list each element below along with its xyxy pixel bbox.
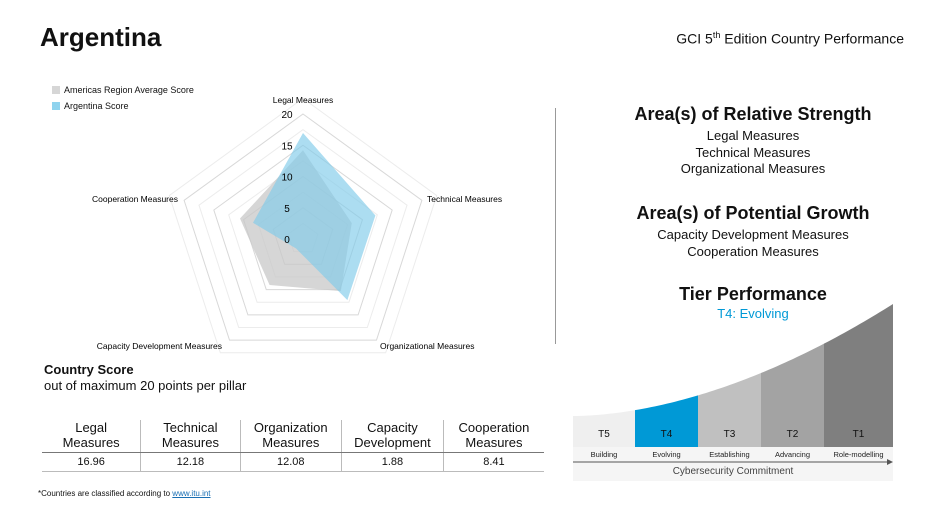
- score-cell: 12.08: [240, 452, 343, 472]
- legend-item-argentina: Argentina Score: [52, 101, 129, 111]
- column-header: Legal Measures: [42, 420, 142, 453]
- grid-ring: [183, 113, 423, 341]
- radial-tick-label: 10: [281, 173, 293, 184]
- growth-list: Capacity Development Measures Cooperatio…: [600, 227, 906, 260]
- axis-label: Organizational Measures: [380, 341, 475, 351]
- strength-item: Legal Measures: [706, 128, 800, 143]
- tier-code: T5: [598, 429, 610, 440]
- grid-ring: [168, 97, 438, 354]
- radial-tick-label: 15: [281, 141, 293, 152]
- tier-label: Building: [591, 450, 618, 459]
- subtitle-sup: th: [712, 30, 721, 40]
- axis-label: Cybersecurity Commitment: [673, 466, 794, 477]
- tier-label: Establishing: [709, 450, 749, 459]
- itu-link[interactable]: www.itu.int: [172, 489, 211, 498]
- column-header: Cooperation Measures: [443, 420, 544, 453]
- page-title: Argentina: [40, 22, 162, 52]
- grid-ring: [213, 144, 393, 316]
- radial-tick-label: 5: [284, 204, 290, 215]
- subtitle-text: GCI 5: [676, 30, 713, 47]
- axis-label: Cooperation Measures: [92, 194, 178, 204]
- strength-title: Area(s) of Relative Strength: [634, 104, 872, 124]
- tier-code: T2: [787, 429, 799, 440]
- radial-tick-label: 20: [281, 110, 293, 121]
- tier-bar-t3: [698, 373, 761, 447]
- strength-list: Legal Measures Technical Measures Organi…: [600, 128, 906, 178]
- score-cell: 16.96: [42, 452, 142, 472]
- score-table: Legal Measures Technical Measures Organiza…: [42, 420, 544, 472]
- score-subtitle: out of maximum 20 points per pillar: [44, 378, 247, 393]
- axis-label: Technical Measures: [427, 194, 502, 204]
- subtitle-text-2: Edition Country Performance: [720, 30, 904, 47]
- growth-item: Cooperation Measures: [687, 243, 819, 259]
- radial-tick-label: 0: [284, 235, 290, 246]
- growth-item: Capacity Development Measures: [657, 227, 849, 242]
- footer-note: *Countries are classified according to w…: [38, 489, 211, 498]
- strength-item: Organizational Measures: [680, 161, 826, 176]
- score-cell: 1.88: [341, 452, 444, 472]
- tier-code: T1: [853, 429, 865, 440]
- tier-bar-t4: [635, 395, 698, 447]
- legend-label: Argentina Score: [64, 101, 129, 111]
- tier-current: T4: Evolving: [717, 306, 789, 321]
- score-title: Country Score: [44, 362, 134, 377]
- arrow-icon: [887, 459, 893, 465]
- tier-code: T4: [661, 429, 673, 440]
- divider: [555, 108, 556, 344]
- series-area-argentina: [253, 133, 376, 301]
- strength-item: Technical Measures: [695, 144, 811, 160]
- column-header: Organization Measures: [240, 420, 343, 453]
- tier-label: Advancing: [775, 450, 810, 459]
- tier-bar-t5: [573, 410, 635, 447]
- legend-swatch: [52, 102, 60, 110]
- score-cell: 12.18: [140, 452, 241, 472]
- tier-title: Tier Performance: [679, 284, 827, 304]
- axis-background: [573, 447, 893, 481]
- footer-text: *Countries are classified according to: [38, 489, 173, 498]
- tier-label: Role-modelling: [833, 450, 883, 459]
- radar-chart: 0 5 10 15 20 Legal Measures Technical Measures…: [92, 95, 502, 354]
- legend-item-americas: Americas Region Average Score: [52, 85, 194, 95]
- tier-code: T3: [724, 429, 736, 440]
- column-header: Technical Measures: [140, 420, 241, 453]
- growth-title: Area(s) of Potential Growth: [636, 203, 870, 223]
- column-header: Capacity Development: [341, 420, 444, 453]
- tier-bar-t2: [761, 343, 824, 447]
- legend-label: Americas Region Average Score: [64, 85, 194, 95]
- score-cell: 8.41: [443, 452, 544, 472]
- axis-label: Legal Measures: [273, 95, 333, 105]
- table-row: 16.96 12.18 12.08 1.88 8.41: [42, 452, 544, 472]
- page-subtitle: GCI 5th Edition Country Performance: [676, 30, 904, 47]
- tier-label: Evolving: [652, 450, 680, 459]
- grid-ring: [198, 129, 408, 328]
- axis-label: Capacity Development Measures: [97, 341, 222, 351]
- tier-chart: T5 Building T4 Evolving T3 Establishing T2 Adva…: [573, 304, 893, 481]
- table-header-row: Legal Measures Technical Measures Organiza…: [42, 420, 544, 453]
- tier-bar-t1: [824, 304, 893, 447]
- legend-swatch: [52, 86, 60, 94]
